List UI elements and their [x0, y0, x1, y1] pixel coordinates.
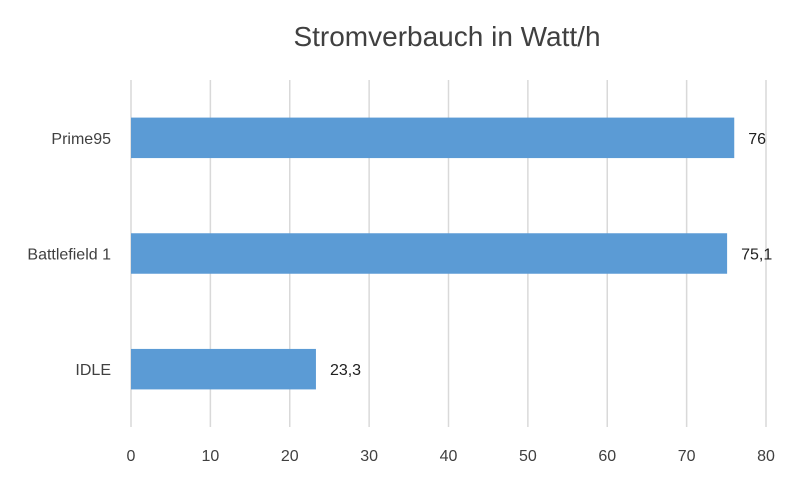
bar-battlefield-1	[131, 233, 728, 274]
value-labels: 76 75,1 23,3	[330, 131, 772, 379]
x-tick-label: 60	[598, 448, 616, 465]
category-labels: Prime95 Battlefield 1 IDLE	[27, 131, 111, 379]
bar-prime95	[131, 117, 735, 159]
bar-value-label: 75,1	[741, 247, 772, 264]
bars	[131, 117, 735, 390]
x-axis-tick-labels: 0 10 20 30 40 50 60 70 80	[127, 448, 775, 465]
x-tick-label: 50	[519, 448, 537, 465]
x-tick-label: 20	[281, 448, 299, 465]
x-tick-label: 40	[440, 448, 458, 465]
x-tick-label: 0	[127, 448, 136, 465]
bar-value-label: 76	[748, 131, 766, 148]
x-tick-label: 10	[201, 448, 219, 465]
x-tick-label: 70	[678, 448, 696, 465]
chart-title: Stromverbauch in Watt/h	[293, 21, 600, 52]
category-label: Battlefield 1	[27, 247, 111, 264]
bar-idle	[131, 348, 316, 390]
x-tick-label: 80	[757, 448, 775, 465]
bar-value-label: 23,3	[330, 362, 361, 379]
category-label: IDLE	[75, 362, 111, 379]
category-label: Prime95	[51, 131, 111, 148]
x-tick-label: 30	[360, 448, 378, 465]
